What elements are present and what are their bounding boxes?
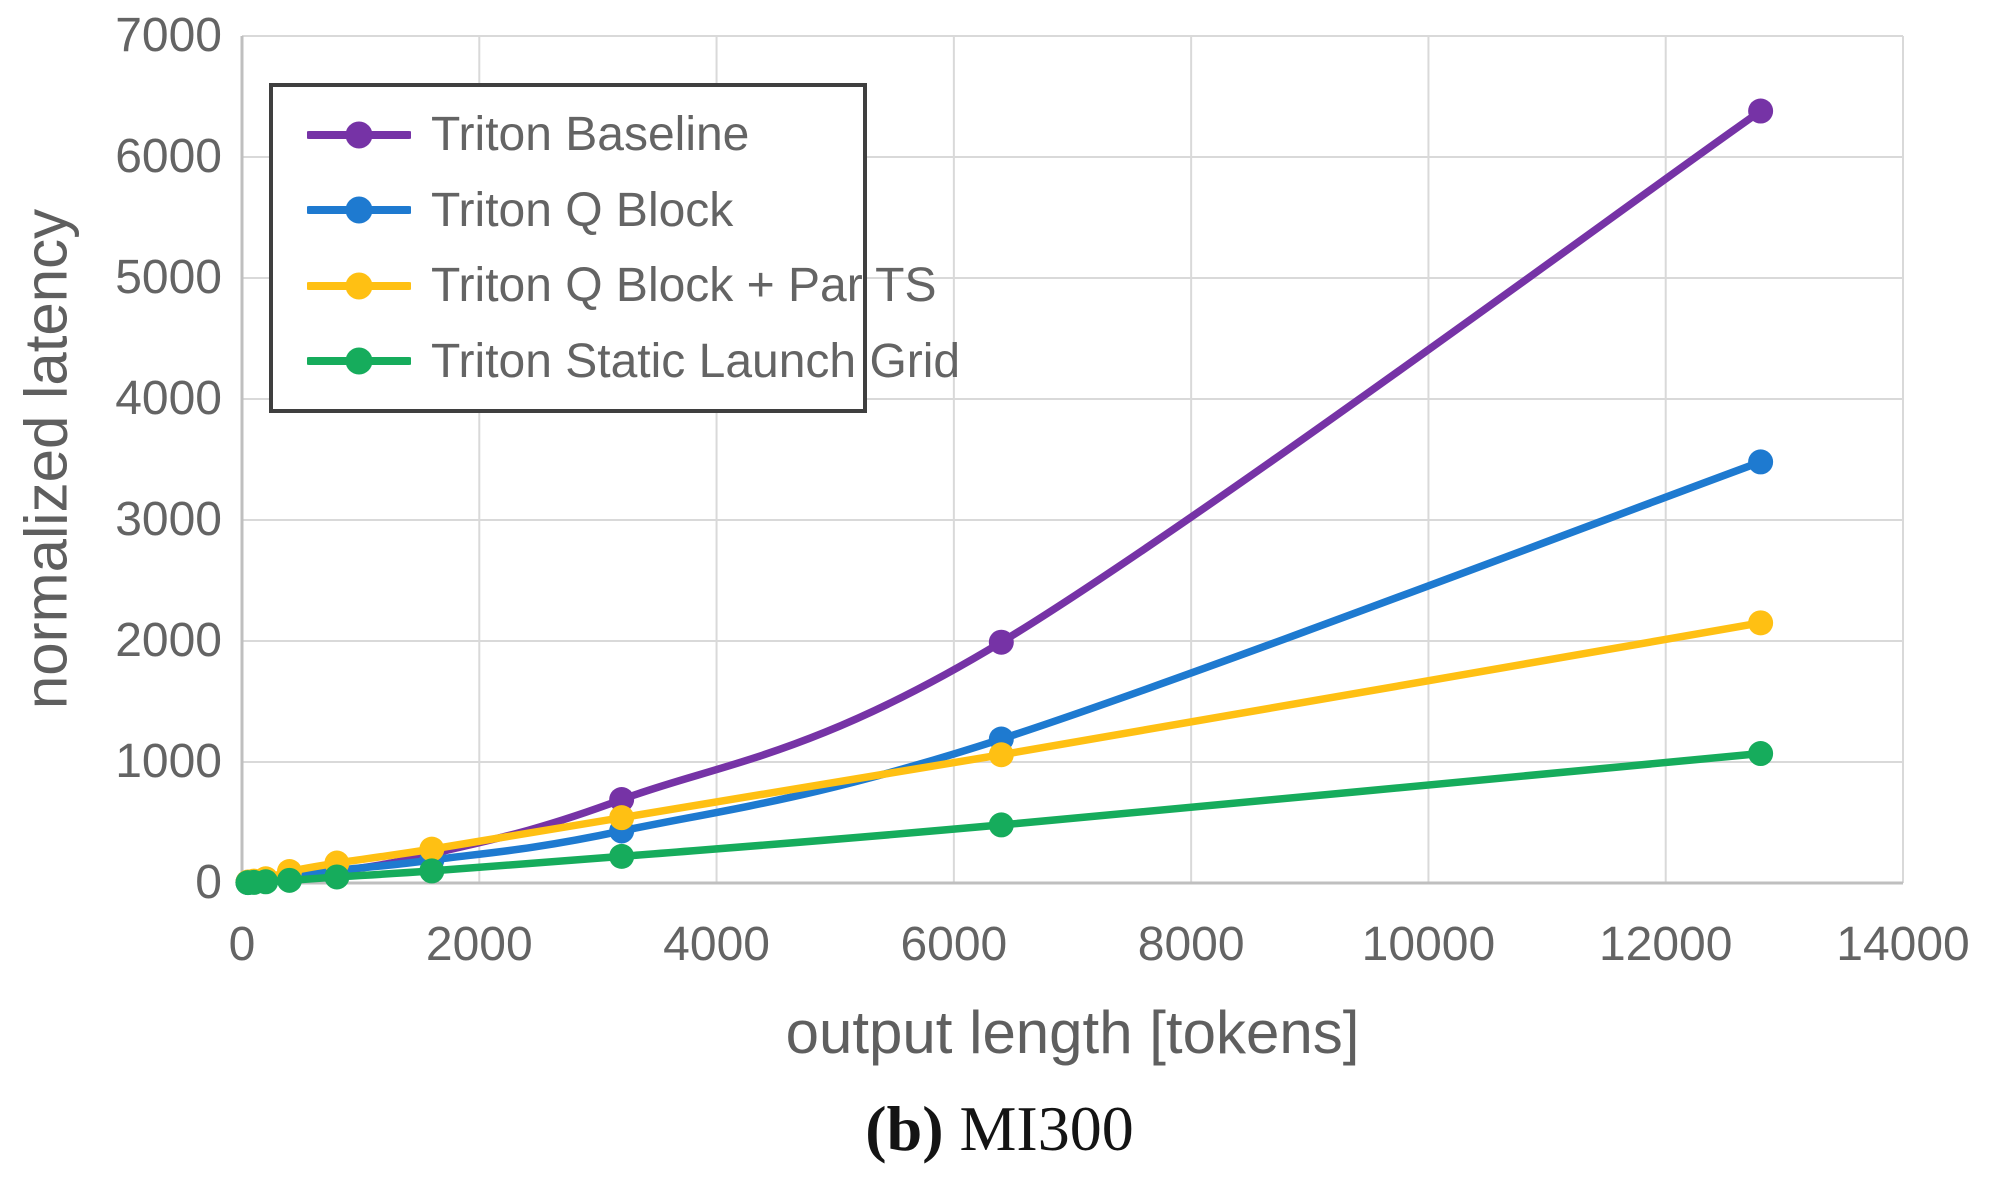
data-point bbox=[324, 864, 350, 890]
y-tick-label: 4000 bbox=[115, 372, 222, 425]
x-tick-label: 8000 bbox=[1137, 918, 1245, 971]
caption-label: (b) bbox=[865, 1093, 944, 1164]
data-point bbox=[1748, 610, 1774, 636]
data-point bbox=[253, 869, 279, 895]
figure-caption: (b) MI300 bbox=[0, 1092, 1999, 1166]
legend-item: Triton Static Launch Grid bbox=[307, 334, 960, 389]
legend-item: Triton Q Block + Par TS bbox=[307, 258, 937, 313]
legend-item-label: Triton Q Block + Par TS bbox=[431, 259, 937, 313]
legend-item: Triton Q Block bbox=[307, 183, 853, 238]
data-point bbox=[1748, 98, 1774, 124]
x-axis-title: output length [tokens] bbox=[785, 999, 1360, 1066]
data-point bbox=[276, 867, 302, 893]
data-point bbox=[609, 787, 635, 813]
x-tick-label: 14000 bbox=[1836, 918, 1970, 971]
x-tick-label: 4000 bbox=[663, 918, 770, 971]
y-tick-label: 6000 bbox=[115, 130, 222, 183]
data-point bbox=[988, 742, 1014, 768]
data-point bbox=[1748, 741, 1774, 767]
y-tick-label: 7000 bbox=[115, 9, 222, 62]
legend: Triton Baseline Triton Q Block Triton Q Bl… bbox=[269, 83, 960, 413]
data-point bbox=[988, 629, 1014, 655]
data-point bbox=[1748, 449, 1774, 475]
data-point bbox=[609, 843, 635, 869]
legend-marker-icon bbox=[307, 272, 411, 300]
data-point bbox=[988, 812, 1014, 838]
data-point bbox=[419, 836, 445, 862]
legend-item-label: Triton Static Launch Grid bbox=[431, 334, 961, 388]
legend-item-label: Triton Q Block bbox=[431, 183, 734, 237]
legend-marker-icon bbox=[307, 121, 411, 149]
data-point bbox=[609, 805, 635, 831]
legend-marker-icon bbox=[307, 196, 411, 224]
y-tick-label: 2000 bbox=[115, 614, 222, 667]
x-tick-label: 12000 bbox=[1598, 918, 1733, 971]
x-tick-label: 6000 bbox=[900, 918, 1008, 971]
caption-text: MI300 bbox=[959, 1093, 1134, 1164]
x-tick-label: 2000 bbox=[425, 918, 533, 971]
legend-item: Triton Baseline bbox=[307, 107, 853, 162]
y-tick-label: 0 bbox=[195, 856, 222, 909]
y-tick-label: 1000 bbox=[115, 735, 222, 788]
legend-marker-icon bbox=[307, 347, 411, 375]
y-tick-label: 5000 bbox=[115, 251, 222, 304]
y-tick-label: 3000 bbox=[115, 493, 222, 546]
legend-item-label: Triton Baseline bbox=[431, 108, 750, 162]
x-tick-label: 10000 bbox=[1361, 918, 1496, 971]
x-tick-label: 0 bbox=[228, 918, 256, 971]
data-point bbox=[419, 858, 445, 884]
